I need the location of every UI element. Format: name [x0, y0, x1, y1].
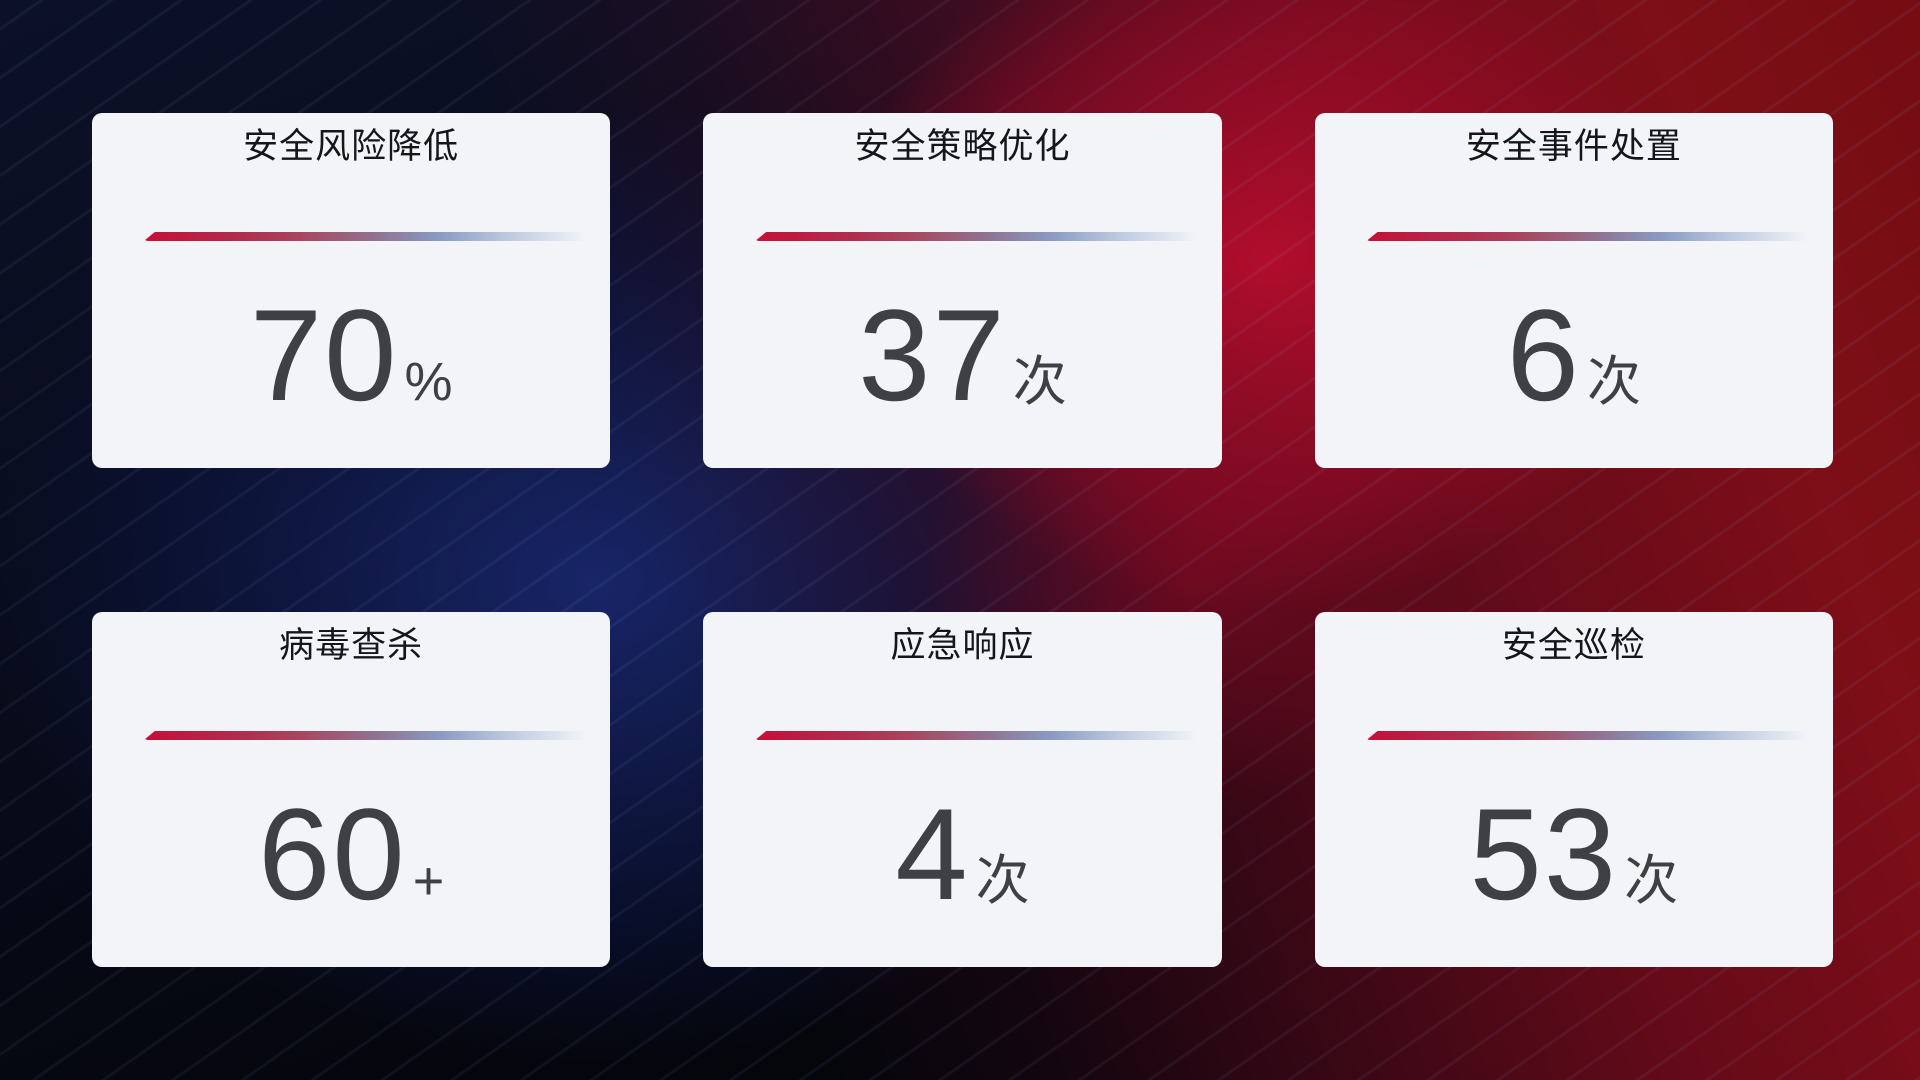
gradient-divider: [755, 731, 1207, 740]
stat-unit: +: [412, 851, 445, 911]
card-security-risk-reduction: 安全风险降低 70%: [92, 113, 611, 468]
card-title: 应急响应: [890, 626, 1035, 665]
card-title: 病毒查杀: [279, 626, 424, 665]
stat-unit: 次: [1586, 352, 1641, 412]
gradient-divider: [143, 232, 595, 241]
stat-value: 70%: [92, 285, 610, 466]
stat-value: 60 +: [92, 784, 610, 965]
stat-number: 70: [249, 282, 399, 428]
card-security-policy-optimization: 安全策略优化 37 次: [703, 113, 1222, 468]
stat-number: 4: [895, 781, 970, 927]
gradient-divider: [1366, 731, 1818, 740]
card-virus-scan: 病毒查杀 60 +: [92, 612, 611, 967]
card-security-inspection: 安全巡检 53 次: [1314, 612, 1833, 967]
stat-unit: 次: [1012, 352, 1067, 412]
gradient-divider: [1366, 232, 1818, 241]
stat-unit: 次: [1624, 851, 1679, 911]
stat-number: 53: [1469, 781, 1619, 927]
gradient-divider: [755, 232, 1207, 241]
stat-number: 60: [258, 781, 407, 927]
card-title: 安全策略优化: [854, 127, 1071, 166]
card-title: 安全巡检: [1501, 626, 1646, 665]
card-title: 安全风险降低: [243, 127, 460, 166]
stat-number: 37: [858, 282, 1007, 428]
card-title: 安全事件处置: [1465, 127, 1682, 166]
stat-value: 37 次: [703, 285, 1221, 466]
stat-value: 53 次: [1315, 784, 1833, 965]
stat-unit: 次: [975, 851, 1030, 911]
stat-unit: %: [404, 352, 453, 412]
stat-number: 6: [1506, 282, 1581, 428]
gradient-divider: [143, 731, 595, 740]
